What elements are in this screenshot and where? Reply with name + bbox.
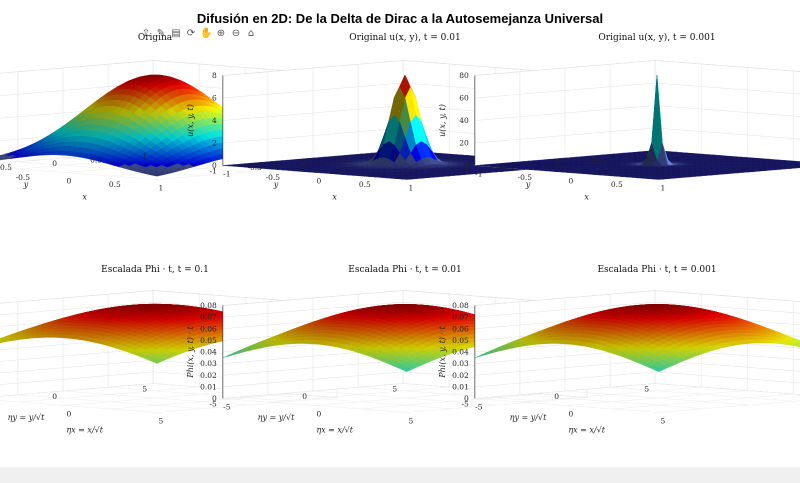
x-tick-label: 0.5 xyxy=(611,180,623,189)
z-tick-label: 6 xyxy=(212,94,217,103)
y-tick-label: 1 xyxy=(392,152,397,161)
x-tick-label: 5 xyxy=(158,417,163,426)
floor-grid xyxy=(312,390,498,406)
x-tick-label: 0 xyxy=(316,177,321,186)
x-axis-label: x xyxy=(332,193,337,202)
x-tick-label: 1 xyxy=(408,184,413,193)
x-axis-label: x xyxy=(82,193,87,202)
x-axis-label: x xyxy=(584,193,589,202)
z-tick-label: 20 xyxy=(459,139,469,148)
y-tick-label: -0.5 xyxy=(247,163,262,172)
y-tick-label: 0 xyxy=(52,159,57,168)
pan-icon[interactable]: ✋ xyxy=(200,28,213,39)
panel-title: Original u(x, y), t = 0.01 xyxy=(349,32,460,43)
z-axis-label: u(x, y, t) xyxy=(438,104,447,137)
data-tip-icon[interactable]: ▤ xyxy=(171,28,181,39)
x-tick-label: 1 xyxy=(660,184,665,193)
z-tick-label: 40 xyxy=(459,116,469,125)
x-tick-label: 0 xyxy=(66,410,71,419)
x-tick-label: 0 xyxy=(568,177,573,186)
y-tick-label: 5 xyxy=(142,385,147,394)
floor-grid xyxy=(0,167,157,180)
y-tick-label: 0 xyxy=(554,159,559,168)
y-tick-label: 0 xyxy=(302,159,307,168)
rotate-icon[interactable]: ⟳ xyxy=(186,28,196,39)
panel-title: Origina xyxy=(138,33,173,43)
x-tick-label: 0 xyxy=(66,177,71,186)
z-axis-label: u(x, y, t) xyxy=(186,104,195,137)
y-axis-label: y xyxy=(273,180,279,189)
z-tick-label: 60 xyxy=(459,94,469,103)
x-tick-label: 0.5 xyxy=(109,180,121,189)
panel-title: Original u(x, y), t = 0.001 xyxy=(598,32,715,43)
y-tick-label: 0.5 xyxy=(90,155,102,164)
x-axis-label: ηx = x/√t xyxy=(66,426,103,435)
y-tick-label: 1 xyxy=(644,152,649,161)
y-tick-label: 1 xyxy=(142,152,147,161)
y-tick-label: -1 xyxy=(462,167,469,176)
floor-grid xyxy=(17,161,202,176)
y-axis-label: y xyxy=(23,180,29,189)
export-icon[interactable]: ⇪ xyxy=(141,28,151,39)
brush-icon[interactable]: ✎ xyxy=(156,28,166,39)
z-tick-label: 8 xyxy=(212,71,217,80)
back-wall xyxy=(654,60,800,162)
floor-grid xyxy=(62,390,248,406)
floor-grid xyxy=(267,394,452,409)
x-tick-label: -1 xyxy=(223,170,230,179)
y-tick-label: -1 xyxy=(210,167,217,176)
y-tick-label: 0.5 xyxy=(592,155,604,164)
zoom-out-icon[interactable]: ⊖ xyxy=(231,28,241,39)
axes-toolbar: ⇪ ✎ ▤ ⟳ ✋ ⊕ ⊖ ⌂ xyxy=(140,26,257,42)
floor-grid xyxy=(17,394,202,409)
x-tick-label: -1 xyxy=(475,170,482,179)
home-icon[interactable]: ⌂ xyxy=(247,28,255,39)
z-tick-label: 80 xyxy=(459,71,469,80)
y-axis-label: ηy = y/√t xyxy=(8,413,45,422)
z-tick-label: 4 xyxy=(212,116,217,125)
y-tick-label: 0.5 xyxy=(340,155,352,164)
floor-grid xyxy=(0,400,157,413)
x-tick-label: 1 xyxy=(158,184,163,193)
x-tick-label: 0.5 xyxy=(359,180,371,189)
z-tick-label: 2 xyxy=(212,139,217,148)
floor-grid xyxy=(222,398,407,413)
y-tick-label: -0.5 xyxy=(0,163,12,172)
zoom-in-icon[interactable]: ⊕ xyxy=(216,28,226,39)
y-tick-label: -0.5 xyxy=(499,163,514,172)
panel-title: Escalada Phi · t, t = 0.1 xyxy=(101,265,209,275)
y-tick-label: 0 xyxy=(52,392,57,401)
y-axis-label: y xyxy=(525,180,531,189)
figure-title: Difusión en 2D: De la Delta de Dirac a l… xyxy=(196,11,604,26)
